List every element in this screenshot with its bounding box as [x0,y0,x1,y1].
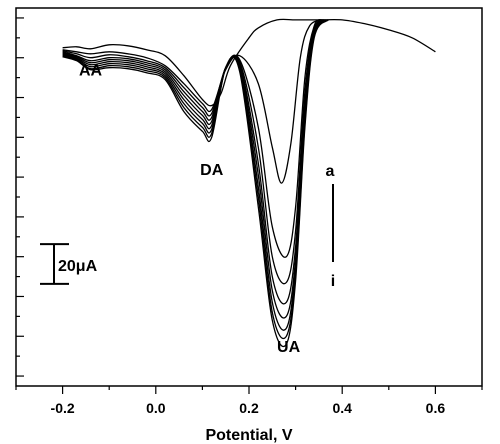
peak-annotations: AA DA UA [79,63,301,357]
y-ticks [16,17,24,377]
x-tick-label: 0.2 [239,400,259,416]
x-tick-label: 0.0 [146,400,166,416]
scale-bar: 20μA [40,243,98,285]
series-curves [62,18,436,348]
x-axis-title: Potential, V [205,427,292,444]
trend-marker: a i [326,163,336,290]
trend-end-label: i [331,273,335,290]
series-line-4 [62,19,329,285]
series-line-3 [62,19,324,258]
x-ticks: -0.2 0.0 0.2 0.4 0.6 [15,386,483,416]
x-tick-label: 0.6 [426,400,446,416]
series-line-8 [62,19,329,340]
annotation-da: DA [200,162,224,179]
series-line-1 [62,18,436,107]
annotation-ua: UA [277,339,301,356]
scale-bar-label: 20μA [58,258,98,275]
trend-start-label: a [326,163,335,180]
x-tick-label: -0.2 [51,400,75,416]
annotation-aa: AA [79,63,103,80]
x-tick-label: 0.4 [332,400,352,416]
series-line-2 [62,19,324,184]
series-line-9 [62,19,329,348]
